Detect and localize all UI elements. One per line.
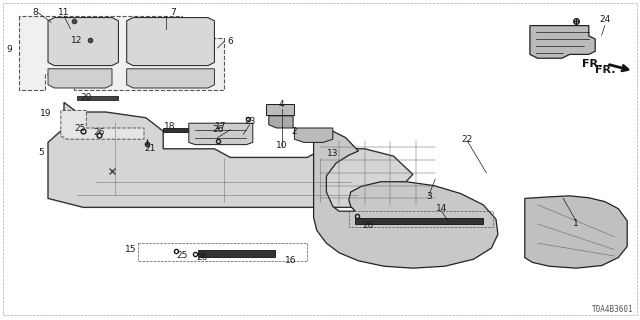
Polygon shape (530, 26, 595, 58)
Polygon shape (189, 123, 253, 145)
Text: 25: 25 (177, 252, 188, 260)
Polygon shape (19, 16, 224, 90)
Text: 1: 1 (573, 220, 579, 228)
Text: 20: 20 (81, 93, 92, 102)
Polygon shape (266, 104, 294, 115)
Text: 19: 19 (40, 109, 52, 118)
Text: 18: 18 (164, 122, 175, 131)
Polygon shape (198, 250, 275, 257)
Polygon shape (48, 69, 112, 88)
Text: 21: 21 (145, 144, 156, 153)
Polygon shape (314, 131, 498, 268)
Text: 25: 25 (74, 124, 86, 132)
Text: 26: 26 (212, 125, 223, 134)
Polygon shape (294, 128, 333, 142)
Polygon shape (61, 110, 144, 139)
Text: 2: 2 (292, 127, 297, 136)
Text: 26: 26 (93, 128, 105, 137)
Text: 15: 15 (125, 245, 137, 254)
Polygon shape (48, 18, 118, 66)
Text: 9: 9 (7, 45, 12, 54)
Polygon shape (127, 18, 214, 66)
Polygon shape (525, 196, 627, 268)
Text: 23: 23 (244, 117, 255, 126)
Text: T0A4B3601: T0A4B3601 (592, 305, 634, 314)
Text: 3: 3 (426, 192, 431, 201)
Text: 11: 11 (58, 8, 70, 17)
Polygon shape (163, 128, 189, 132)
Polygon shape (77, 96, 118, 100)
Text: 24: 24 (599, 15, 611, 24)
Text: 6: 6 (228, 37, 233, 46)
Text: 22: 22 (461, 135, 473, 144)
Text: 5: 5 (39, 148, 44, 156)
Text: 26: 26 (196, 253, 207, 262)
Text: 17: 17 (215, 122, 227, 131)
Text: 10: 10 (276, 141, 287, 150)
Text: 12: 12 (71, 36, 83, 44)
Text: FR.: FR. (595, 65, 615, 76)
Text: FR.: FR. (582, 59, 603, 69)
Text: 7: 7 (170, 8, 175, 17)
Text: 26: 26 (362, 221, 374, 230)
Text: 14: 14 (436, 204, 447, 212)
Text: 8: 8 (33, 8, 38, 17)
Text: 13: 13 (327, 149, 339, 158)
Polygon shape (127, 69, 214, 88)
Polygon shape (355, 218, 483, 224)
Polygon shape (269, 116, 293, 128)
Polygon shape (48, 102, 413, 207)
Text: 16: 16 (285, 256, 297, 265)
Text: 4: 4 (279, 100, 284, 108)
